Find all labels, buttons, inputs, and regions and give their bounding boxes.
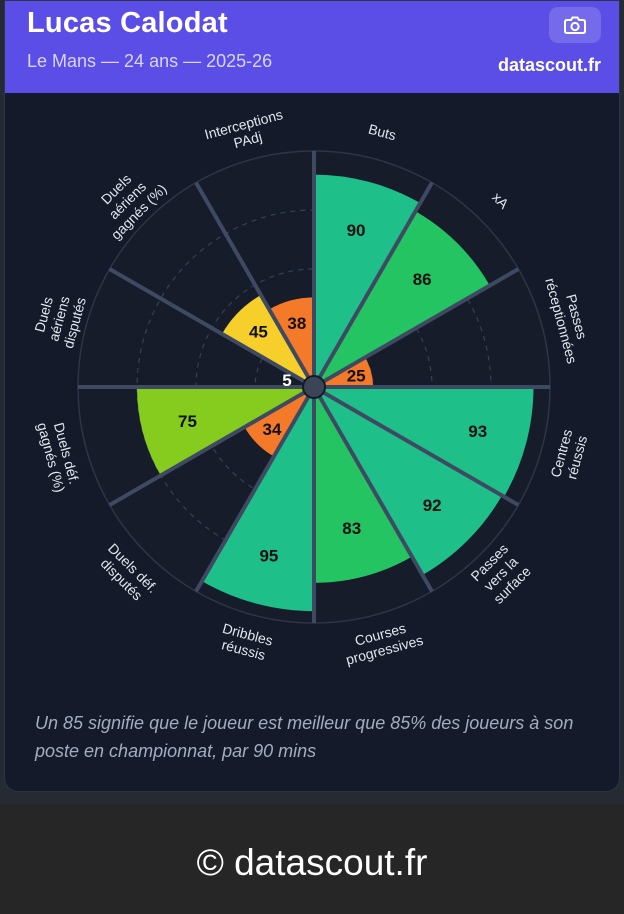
bar-2 [319,211,490,382]
divider-12 [194,181,311,380]
copyright-text: © datascout.fr [196,842,428,883]
value-label-12: 38 [287,314,306,333]
value-label-1: 90 [347,221,366,240]
value-label-9: 75 [178,412,197,431]
value-label-11: 45 [249,322,268,341]
divider-8 [194,394,311,593]
camera-icon [564,16,586,34]
bar-12 [269,297,314,379]
value-label-6: 83 [342,519,361,538]
bar-5 [319,392,503,576]
divider-5 [321,390,520,507]
bar-3 [322,357,373,387]
bar-4 [322,387,534,497]
player-card: Lucas Calodat Le Mans — 24 ans — 2025-26… [4,0,620,792]
divider-6 [317,394,434,593]
screenshot-button[interactable] [549,7,601,43]
chart-bars [137,174,534,612]
player-subtitle: Le Mans — 24 ans — 2025-26 [27,51,273,71]
value-label-2: 86 [413,270,432,289]
player-name: Lucas Calodat [27,7,228,39]
chart-value-labels: 90 86 25 93 92 83 95 34 75 5 45 38 [178,221,487,565]
value-label-8: 34 [263,420,282,439]
axis-label-line: Buts [367,121,398,144]
chart-footnote: Un 85 signifie que le joueur est meilleu… [35,713,574,761]
axis-label-1: Buts [367,121,398,144]
value-label-7: 95 [259,546,278,565]
divider-2 [317,181,434,380]
bar-11 [222,295,309,382]
value-label-4: 93 [468,422,487,441]
value-label-10: 5 [282,371,291,390]
bar-9 [137,387,306,476]
chart-dividers [78,151,550,623]
bar-1 [314,174,421,379]
divider-9 [108,390,307,507]
bar-8 [244,392,309,457]
watermark-bar: © datascout.fr [0,804,624,914]
axis-label-2: xA [489,189,512,212]
bar-6 [314,395,412,583]
divider-11 [108,267,307,384]
card-header: Lucas Calodat Le Mans — 24 ans — 2025-26… [5,1,619,93]
bar-7 [201,395,314,612]
percentile-polar-chart: 90 86 25 93 92 83 95 34 75 5 45 38 Buts xA Passesréce… [31,106,590,668]
axis-label-9: Duels déf.gagnés (%) [34,421,82,494]
brand-label: datascout.fr [497,55,601,75]
divider-3 [321,267,520,384]
axis-label-line: PAdj [232,128,264,151]
chart-hub [302,375,326,399]
value-label-3: 25 [347,367,366,386]
value-label-5: 92 [423,496,442,515]
axis-label-line: xA [489,189,512,212]
